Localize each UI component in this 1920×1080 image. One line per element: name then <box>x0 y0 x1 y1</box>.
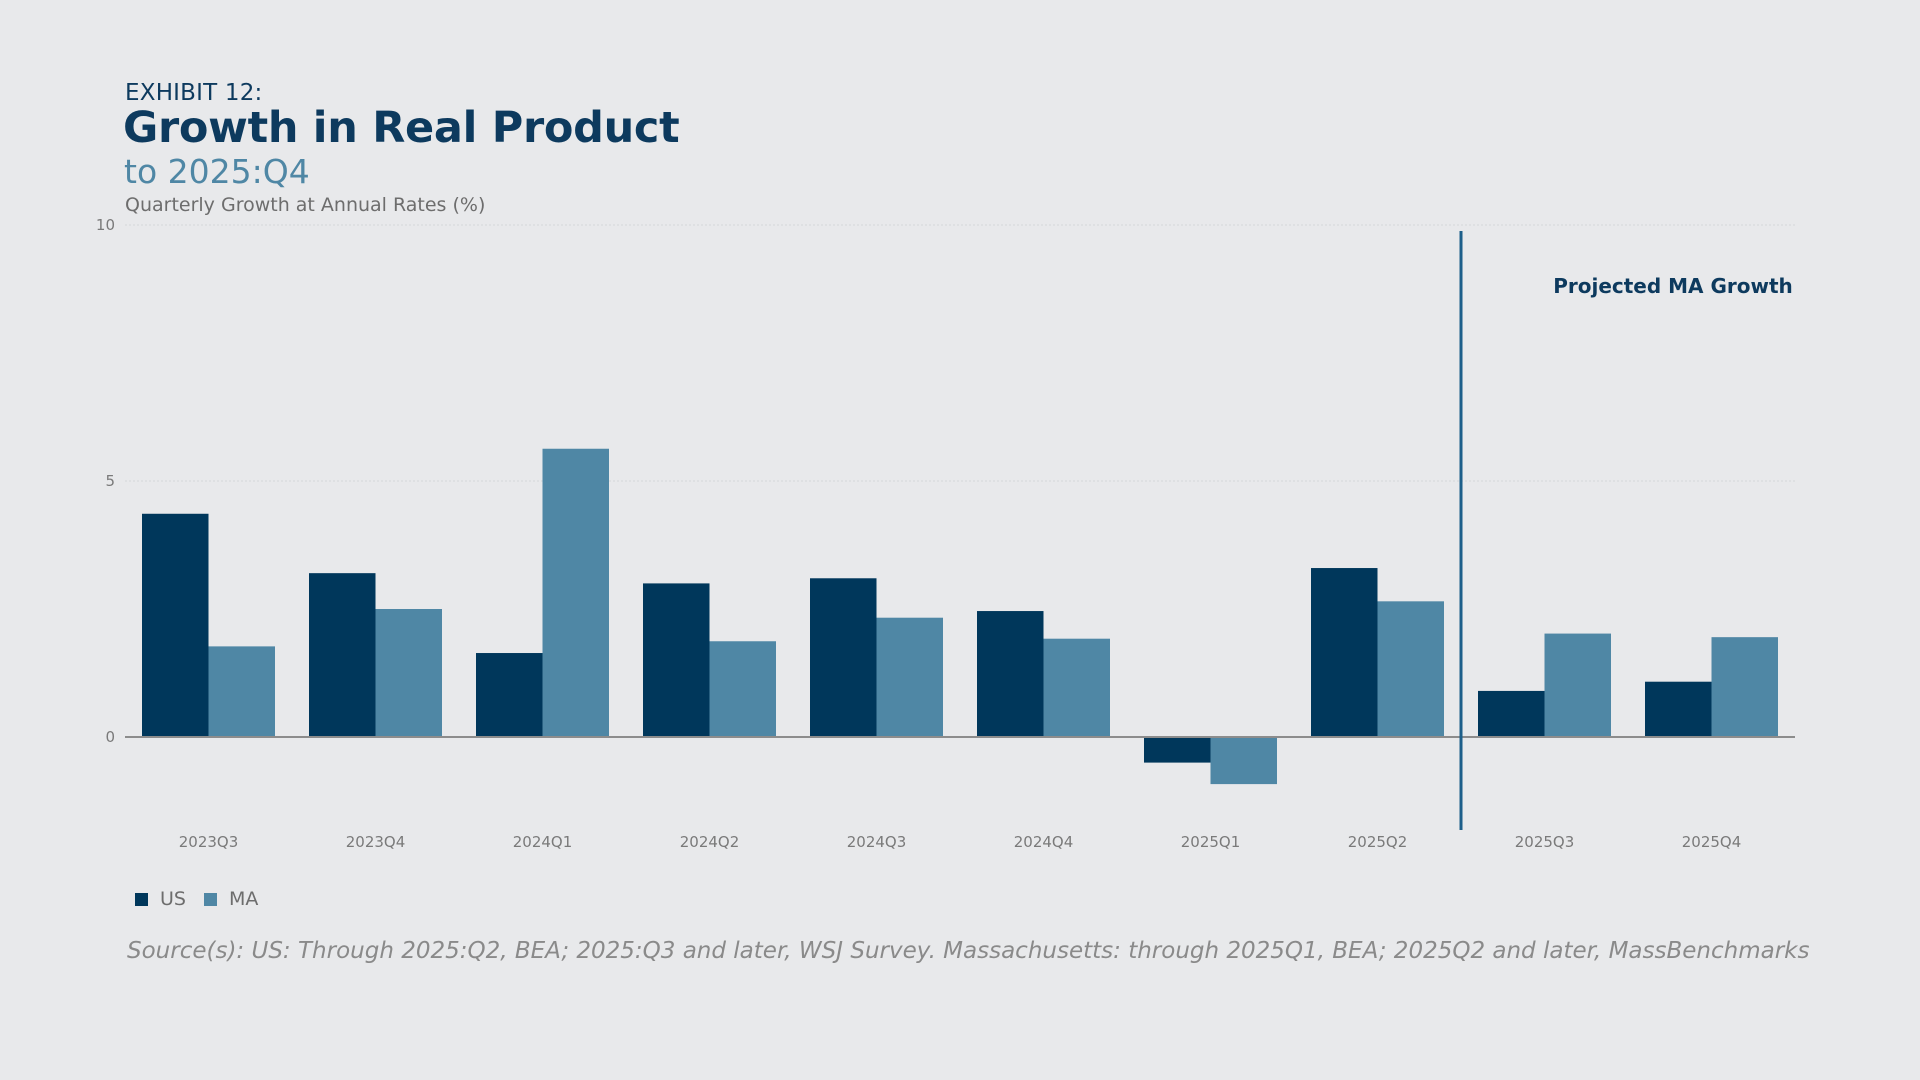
exhibit-label: EXHIBIT 12: <box>125 80 263 106</box>
x-tick-label-2025q4: 2025Q4 <box>1682 833 1742 851</box>
bar-ma-2025q1 <box>1210 737 1277 785</box>
bar-us-2024q4 <box>977 611 1044 737</box>
y-tick-label-0: 0 <box>105 728 115 746</box>
chart-title: Growth in Real Product <box>123 103 680 153</box>
bar-us-2025q3 <box>1478 690 1545 737</box>
bar-us-2024q3 <box>810 578 877 737</box>
x-tick-label-2025q2: 2025Q2 <box>1348 833 1408 851</box>
legend-label-us: US <box>160 888 186 910</box>
x-tick-label-2024q3: 2024Q3 <box>847 833 907 851</box>
chart-subtitle: to 2025:Q4 <box>124 152 310 191</box>
y-tick-label-5: 5 <box>105 472 115 490</box>
legend-label-ma: MA <box>228 888 259 910</box>
bar-ma-2025q3 <box>1544 633 1611 737</box>
chart-legend: US MA <box>135 888 276 910</box>
bar-ma-2024q4 <box>1043 638 1110 737</box>
bar-ma-2024q3 <box>876 617 943 737</box>
legend-item-ma: MA <box>203 888 259 910</box>
legend-item-us: US <box>135 888 186 910</box>
legend-swatch-us <box>135 892 148 906</box>
bar-ma-2023q3 <box>208 646 275 737</box>
bar-ma-2024q2 <box>709 641 776 737</box>
bar-us-2023q3 <box>142 513 209 737</box>
bar-us-2024q1 <box>476 653 543 737</box>
x-tick-label-2025q3: 2025Q3 <box>1515 833 1575 851</box>
x-tick-label-2025q1: 2025Q1 <box>1181 833 1241 851</box>
legend-swatch-ma <box>203 892 217 906</box>
bar-ma-2023q4 <box>375 609 442 737</box>
bar-us-2025q2 <box>1311 568 1378 737</box>
y-axis-caption: Quarterly Growth at Annual Rates (%) <box>125 194 486 216</box>
x-tick-label-2024q1: 2024Q1 <box>513 833 573 851</box>
bar-us-2025q1 <box>1144 737 1211 763</box>
x-tick-label-2023q3: 2023Q3 <box>179 833 239 851</box>
bar-us-2024q2 <box>643 583 710 737</box>
x-tick-label-2024q2: 2024Q2 <box>680 833 740 851</box>
projection-annotation: Projected MA Growth <box>1553 274 1793 298</box>
bar-ma-2024q1 <box>542 448 609 737</box>
y-tick-label-10: 10 <box>96 216 115 234</box>
bar-ma-2025q2 <box>1377 601 1444 737</box>
bar-us-2025q4 <box>1645 681 1712 737</box>
bar-us-2023q4 <box>309 573 376 737</box>
x-tick-label-2024q4: 2024Q4 <box>1014 833 1074 851</box>
x-tick-label-2023q4: 2023Q4 <box>346 833 406 851</box>
bar-ma-2025q4 <box>1711 637 1778 737</box>
source-note: Source(s): US: Through 2025:Q2, BEA; 202… <box>127 938 1810 964</box>
